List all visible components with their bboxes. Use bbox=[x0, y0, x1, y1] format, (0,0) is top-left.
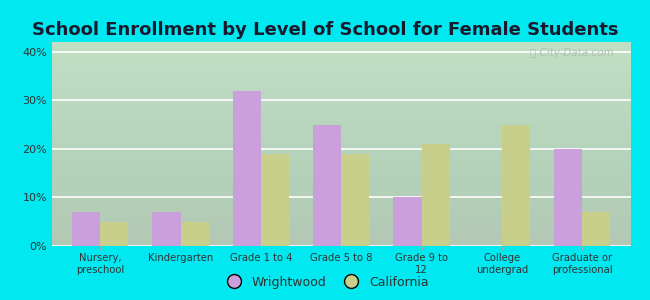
Bar bbox=[502, 124, 530, 246]
Bar bbox=[313, 124, 341, 246]
Bar bbox=[341, 154, 369, 246]
Bar bbox=[393, 197, 422, 246]
Bar bbox=[422, 144, 450, 246]
Legend: Wrightwood, California: Wrightwood, California bbox=[216, 271, 434, 294]
Bar bbox=[582, 212, 610, 246]
Bar bbox=[153, 212, 181, 246]
Bar bbox=[100, 222, 128, 246]
Bar bbox=[261, 154, 289, 246]
Text: ⓘ City-Data.com: ⓘ City-Data.com bbox=[530, 48, 613, 58]
Text: School Enrollment by Level of School for Female Students: School Enrollment by Level of School for… bbox=[32, 21, 618, 39]
Bar bbox=[554, 149, 582, 246]
Bar bbox=[233, 91, 261, 246]
Bar bbox=[72, 212, 100, 246]
Bar bbox=[181, 222, 209, 246]
